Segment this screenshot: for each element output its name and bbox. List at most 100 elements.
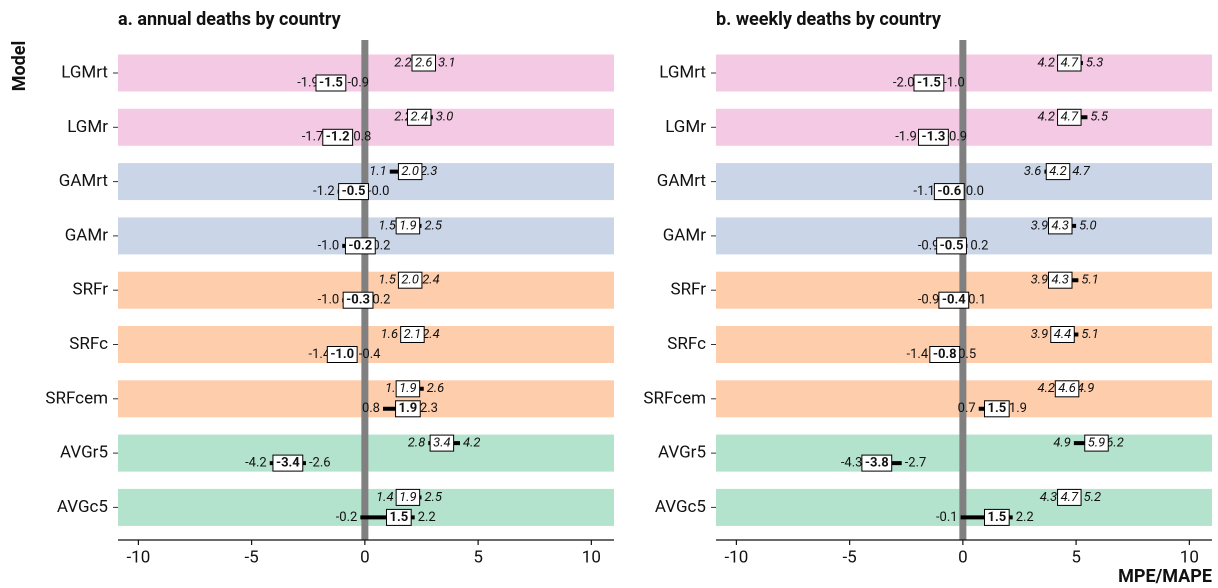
mid-box	[1048, 271, 1073, 289]
mid-label: 4.4	[1054, 327, 1072, 342]
category-label: GAMrt	[59, 171, 108, 191]
low-label: -1.0	[318, 238, 340, 253]
low-label: 3.9	[1031, 273, 1049, 288]
mid-box	[397, 163, 423, 181]
low-label: 1.4	[376, 490, 394, 505]
mid-label: 3.4	[433, 436, 451, 451]
mid-box	[406, 108, 432, 126]
low-label: -4.2	[245, 456, 267, 471]
x-tick-label: -5	[244, 547, 258, 567]
mid-label: -0.2	[348, 238, 372, 253]
high-label: 6.2	[1106, 436, 1124, 451]
high-label: 4.7	[1072, 164, 1090, 179]
low-label: -2.0	[893, 75, 915, 90]
category-label: GAMrt	[657, 171, 706, 191]
mid-box	[1057, 488, 1082, 506]
low-label: -1.0	[318, 293, 340, 308]
high-label: 0.2	[970, 238, 988, 253]
mid-label: -3.8	[865, 456, 889, 471]
x-tick-label: -10	[126, 547, 150, 567]
high-label: -2.6	[309, 456, 331, 471]
mid-label: -1.5	[319, 75, 343, 90]
low-label: 0.7	[958, 401, 976, 416]
mid-label: -1.3	[922, 130, 946, 145]
category-label: AVGc5	[57, 497, 108, 517]
high-label: 0.2	[372, 238, 390, 253]
high-label: 0.1	[968, 293, 986, 308]
mid-label: 1.9	[399, 401, 418, 416]
mid-label: 1.5	[389, 510, 408, 525]
high-label: 1.9	[1009, 401, 1027, 416]
mid-box	[342, 291, 374, 309]
mid-label: -1.0	[330, 347, 354, 362]
high-label: 2.3	[420, 401, 438, 416]
mid-box	[1050, 326, 1075, 343]
low-label: 4.2	[1037, 381, 1055, 396]
mid-box	[272, 454, 304, 472]
low-label: 4.9	[1053, 436, 1071, 451]
high-label: -0.0	[368, 184, 390, 199]
low-label: -0.1	[936, 510, 958, 525]
x-axis-label: MPE/MAPE	[1118, 566, 1212, 587]
category-label: SRFcem	[45, 388, 108, 408]
x-tick-label: -10	[724, 547, 748, 567]
high-label: 5.5	[1090, 110, 1108, 125]
panel-title: a. annual deaths by country	[118, 9, 342, 30]
high-label: 2.5	[424, 218, 442, 233]
x-tick-label: 10	[1180, 547, 1199, 567]
mid-box	[395, 380, 421, 398]
panel-title: b. weekly deaths by country	[716, 9, 942, 30]
low-label: -0.2	[336, 510, 358, 525]
high-label: -2.7	[905, 456, 927, 471]
x-tick-label: 0	[360, 547, 370, 567]
mid-box	[315, 74, 347, 92]
category-label: GAMr	[65, 225, 109, 245]
category-label: LGMrt	[61, 62, 108, 82]
high-label: -0.9	[347, 75, 369, 90]
mid-label: 4.7	[1061, 110, 1079, 125]
low-label: -1.1	[913, 184, 935, 199]
high-label: -0.8	[350, 130, 372, 145]
x-tick-label: 0	[958, 547, 968, 567]
mid-box	[429, 434, 455, 452]
low-label: 0.8	[362, 401, 380, 416]
high-label: 2.4	[422, 327, 440, 342]
low-label: -1.4	[907, 347, 929, 362]
x-tick-label: -5	[842, 547, 856, 567]
high-label: 2.3	[420, 164, 438, 179]
high-label: 2.5	[424, 490, 442, 505]
x-tick-label: 5	[473, 547, 483, 567]
high-label: 5.1	[1081, 273, 1099, 288]
mid-label: 4.3	[1052, 218, 1070, 233]
low-label: -1.7	[302, 130, 324, 145]
low-label: 1.1	[369, 164, 387, 179]
category-label: AVGc5	[655, 497, 706, 517]
mid-box	[411, 54, 437, 72]
high-label: 0.0	[966, 184, 984, 199]
high-label: -1.0	[943, 75, 965, 90]
mid-label: 1.9	[399, 381, 417, 396]
high-label: 4.2	[463, 436, 481, 451]
mid-label: -0.5	[940, 238, 964, 253]
high-label: 5.0	[1079, 218, 1097, 233]
high-label: 5.1	[1081, 327, 1099, 342]
mid-label: 1.5	[987, 401, 1006, 416]
low-label: 2.2	[394, 55, 412, 70]
category-label: LGMr	[67, 117, 108, 137]
mid-box	[913, 74, 945, 92]
high-label: -0.4	[359, 347, 381, 362]
mid-label: 2.0	[401, 164, 419, 179]
mid-box	[929, 346, 961, 363]
mid-label: -0.5	[342, 184, 366, 199]
mid-box	[861, 454, 893, 472]
category-label: AVGr5	[658, 443, 706, 463]
mid-label: 4.3	[1052, 273, 1070, 288]
high-label: 2.2	[1016, 510, 1034, 525]
mid-box	[918, 128, 949, 146]
mid-label: -1.2	[326, 130, 350, 145]
high-label: -0.9	[945, 130, 967, 145]
mid-box	[395, 488, 421, 506]
mid-box	[983, 508, 1010, 526]
high-label: 3.0	[436, 110, 454, 125]
